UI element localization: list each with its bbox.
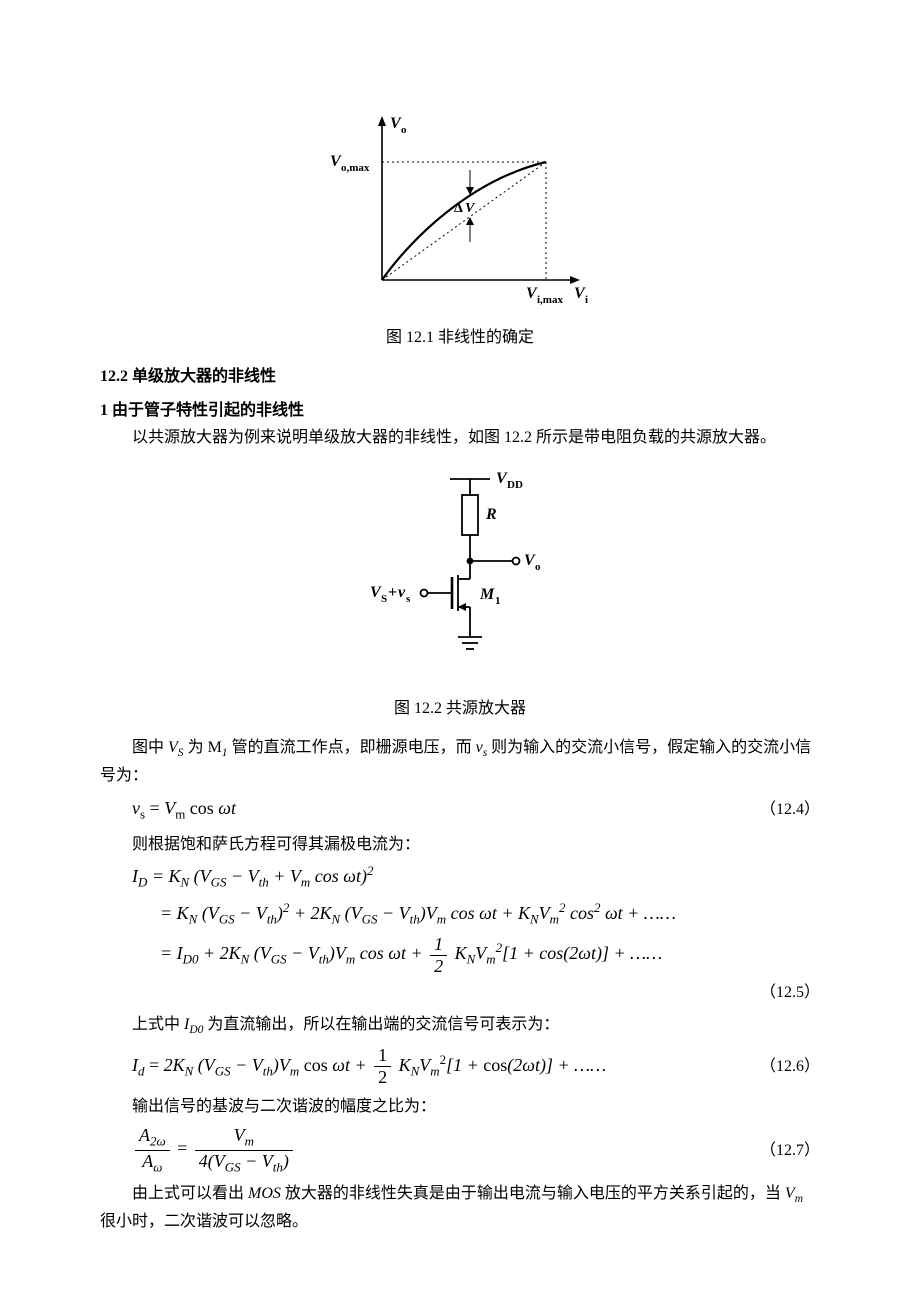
svg-text:o: o (401, 124, 407, 136)
frac-num: Vm (195, 1125, 293, 1150)
svg-text:v: v (398, 584, 406, 601)
svg-text:o,max: o,max (341, 162, 370, 174)
equation-12-7: A2ω Aω = Vm 4(VGS − Vth) （12.7） (132, 1125, 820, 1175)
eq-equals: = (177, 1139, 192, 1159)
eq-line: = ID0 + 2KN (VGS − Vth)Vm cos ωt + 1 2 K… (132, 934, 820, 976)
eq-num: （12.4） (730, 797, 820, 823)
svg-text:i,max: i,max (537, 294, 563, 306)
frac-den: 2 (374, 1067, 391, 1088)
svg-text:1: 1 (495, 595, 501, 607)
t: 上式中 (132, 1016, 184, 1033)
frac-den: 2 (430, 956, 447, 977)
figure-12-2: V DD R V o V S + v s M 1 (100, 461, 820, 690)
eq-line: = KN (VGS − Vth)2 + 2KN (VGS − Vth)Vm co… (132, 898, 820, 930)
frac-den: Aω (135, 1151, 170, 1175)
eq-body: A2ω Aω = Vm 4(VGS − Vth) (132, 1125, 730, 1175)
svg-text:V: V (465, 201, 476, 216)
eq-num: （12.7） (730, 1138, 820, 1164)
t: 由上式可以看出 (132, 1185, 248, 1202)
frac-num: A2ω (135, 1125, 170, 1150)
heading-12-2-1: 1 由于管子特性引起的非线性 (100, 398, 820, 424)
svg-text:R: R (485, 506, 497, 523)
eq-body: Id = 2KN (VGS − Vth)Vm cos ωt + 1 2 KNVm… (132, 1045, 730, 1087)
paragraph-intro: 以共源放大器为例来说明单级放大器的非线性，如图 12.2 所示是带电阻负载的共源… (100, 425, 820, 451)
svg-text:o: o (535, 561, 541, 573)
svg-text:+: + (388, 584, 397, 601)
t: 管的直流工作点，即栅源电压，而 (228, 739, 476, 756)
paragraph-sah: 则根据饱和萨氏方程可得其漏极电流为： (100, 832, 820, 858)
equation-12-6: Id = 2KN (VGS − Vth)Vm cos ωt + 1 2 KNVm… (132, 1045, 820, 1087)
svg-text:s: s (406, 593, 411, 605)
fig2-schematic: V DD R V o V S + v s M 1 (340, 461, 580, 690)
svg-text:Δ: Δ (454, 201, 463, 216)
t: Id = 2KN (VGS − Vth)Vm cos ωt + (132, 1055, 371, 1075)
sym-Vm: Vm (785, 1185, 803, 1202)
frac: 1 2 (430, 934, 447, 976)
sym-ID0: ID0 (184, 1016, 203, 1033)
equation-12-4: vs = Vm cos ωt （12.4） (132, 794, 820, 825)
heading-12-2: 12.2 单级放大器的非线性 (100, 364, 820, 390)
t: = ID0 + 2KN (VGS − Vth)Vm cos ωt + (160, 943, 427, 963)
fig2-caption: 图 12.2 共源放大器 (100, 696, 820, 722)
paragraph-id0: 上式中 ID0 为直流输出，所以在输出端的交流信号可表示为： (100, 1012, 820, 1040)
svg-text:i: i (585, 294, 588, 306)
fig1-chart: V o V o,max Δ V V i,max V i (330, 110, 590, 319)
t: 为直流输出，所以在输出端的交流信号可表示为： (203, 1016, 559, 1033)
frac-rhs: Vm 4(VGS − Vth) (195, 1125, 293, 1175)
svg-text:DD: DD (507, 479, 523, 491)
paragraph-vs: 图中 VS 为 M1 管的直流工作点，即栅源电压，而 vs 则为输入的交流小信号… (100, 735, 820, 788)
svg-text:M: M (479, 586, 495, 603)
eq-num: （12.5） (730, 980, 820, 1006)
frac: 1 2 (374, 1045, 391, 1087)
t: KNVm2[1 + cos(2ωt)] + …… (455, 943, 663, 963)
frac-lhs: A2ω Aω (135, 1125, 170, 1175)
fig1-caption: 图 12.1 非线性的确定 (100, 325, 820, 351)
t: 放大器的非线性失真是由于输出电流与输入电压的平方关系引起的，当 (281, 1185, 785, 1202)
frac-num: 1 (430, 934, 447, 956)
eq-body: vs = Vm cos ωt (132, 794, 730, 825)
sym-VS: VS (168, 739, 184, 756)
eq-line: ID = KN (VGS − Vth + Vm cos ωt)2 (132, 861, 820, 893)
paragraph-conclusion: 由上式可以看出 MOS 放大器的非线性失真是由于输出电流与输入电压的平方关系引起… (100, 1181, 820, 1234)
t: KNVm2[1 + cos(2ωt)] + …… (399, 1055, 607, 1075)
equation-12-5-num: （12.5） (132, 980, 820, 1006)
frac-den: 4(VGS − Vth) (195, 1151, 293, 1175)
svg-text:S: S (381, 593, 387, 605)
paragraph-ratio: 输出信号的基波与二次谐波的幅度之比为： (100, 1094, 820, 1120)
sym-vs: vs (476, 739, 488, 756)
t: 为 M (184, 739, 222, 756)
page: V o V o,max Δ V V i,max V i 图 12.1 非线性的确… (0, 0, 920, 1302)
eq-num: （12.6） (730, 1054, 820, 1080)
t: 图中 (132, 739, 168, 756)
figure-12-1: V o V o,max Δ V V i,max V i (100, 110, 820, 319)
equation-12-5: ID = KN (VGS − Vth + Vm cos ωt)2 = KN (V… (132, 861, 820, 976)
frac-num: 1 (374, 1045, 391, 1067)
mos-label: MOS (248, 1185, 281, 1202)
t: 很小时，二次谐波可以忽略。 (100, 1213, 308, 1230)
